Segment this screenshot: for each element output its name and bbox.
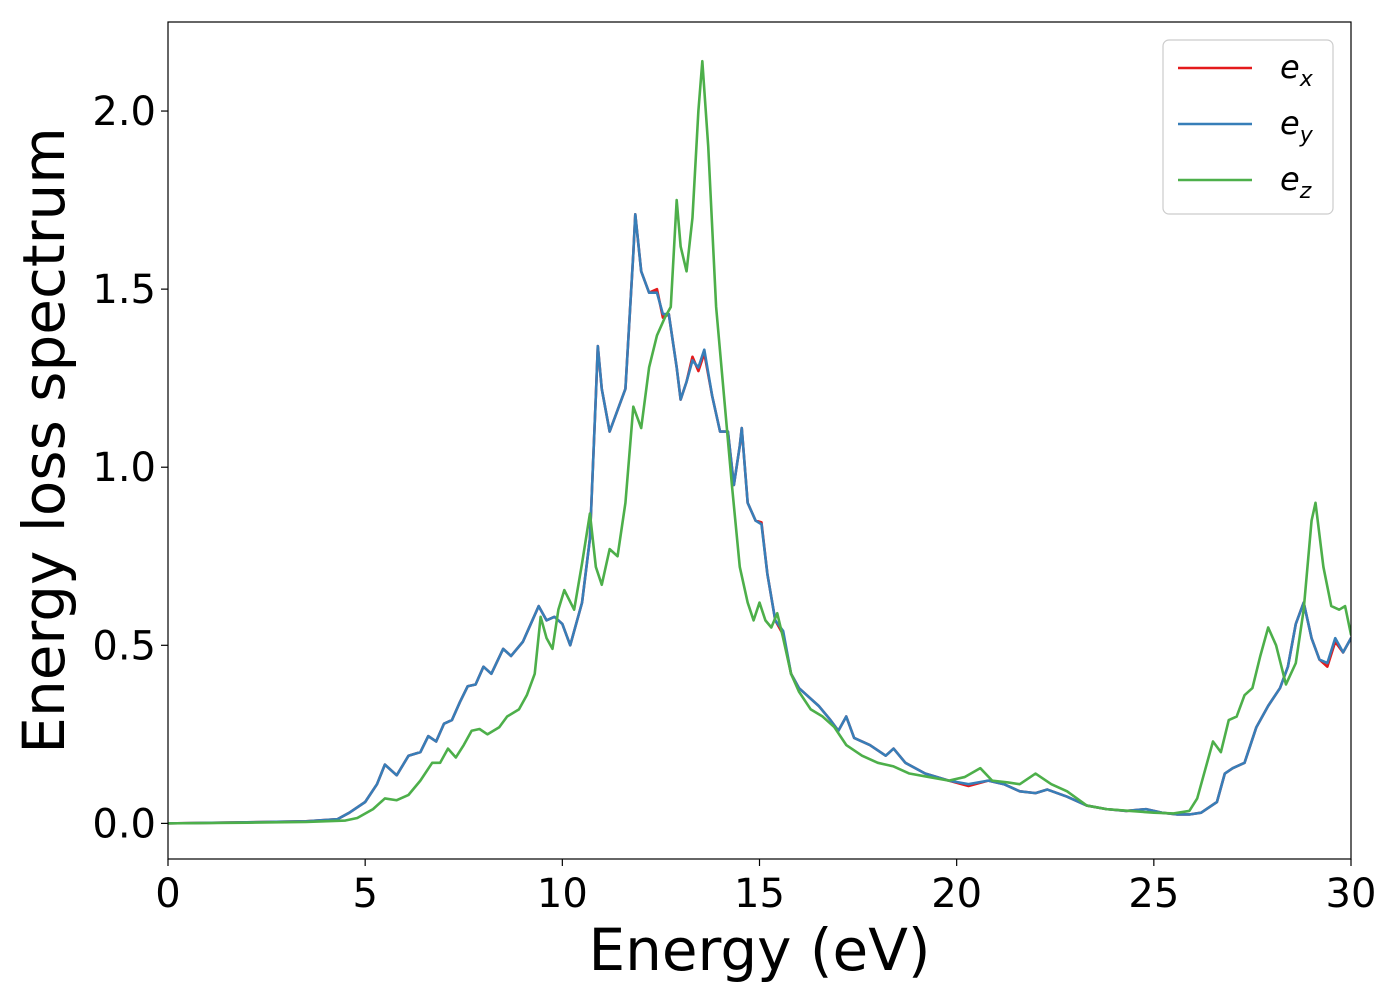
x-tick-label: 10: [537, 871, 588, 917]
legend-box: [1162, 39, 1334, 215]
series-line-y: [168, 213, 1351, 825]
series-line-z: [168, 59, 1351, 825]
legend-label-y: ey: [1280, 104, 1314, 148]
y-tick-label: 1.5: [92, 267, 156, 313]
x-tick-label: 0: [155, 871, 180, 917]
series-layer: [168, 59, 1351, 825]
legend-label-base: e: [1280, 48, 1300, 86]
y-axis-title: Energy loss spectrum: [10, 127, 78, 753]
x-tick-label: 30: [1326, 871, 1377, 917]
x-tick-label: 25: [1128, 871, 1179, 917]
legend-label-z: ez: [1280, 160, 1312, 204]
legend-label-base: e: [1280, 104, 1300, 142]
y-tick-label: 0.5: [92, 623, 156, 669]
series-line-x: [168, 213, 1351, 825]
y-tick-label: 0.0: [92, 801, 156, 847]
y-axis: 0.0 0.5 1.0 1.5 2.0: [92, 89, 168, 847]
x-tick-label: 15: [734, 871, 785, 917]
legend-label-subscript: y: [1299, 123, 1314, 148]
y-tick-label: 1.0: [92, 445, 156, 491]
y-tick-label: 2.0: [92, 89, 156, 135]
x-axis-title: Energy (eV): [588, 916, 930, 984]
legend-label-x: ex: [1280, 48, 1314, 92]
x-axis: 0 5 10 15 20 25 30: [155, 859, 1376, 917]
x-tick-label: 5: [352, 871, 377, 917]
legend-label-base: e: [1280, 160, 1300, 198]
x-tick-label: 20: [931, 871, 982, 917]
legend-label-subscript: x: [1299, 67, 1314, 92]
legend-label-subscript: z: [1299, 179, 1312, 204]
